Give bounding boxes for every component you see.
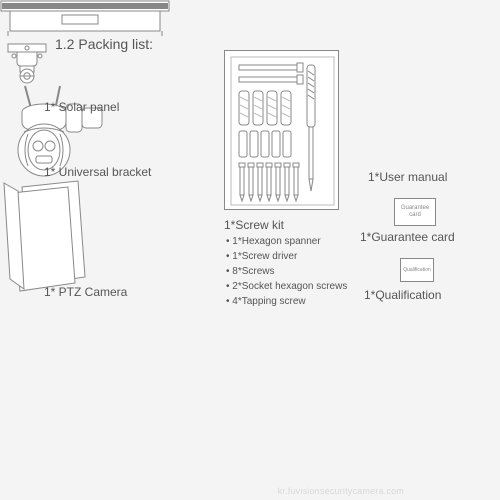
guarantee-card-illustration: Guarantee card <box>394 198 436 226</box>
guarantee-card-text: Guarantee card <box>395 205 435 218</box>
qualification-illustration: Qualification <box>400 258 434 282</box>
watermark-text: kr.fuvisionsecuritycamera.com <box>278 486 404 496</box>
qualification-label: 1*Qualification <box>364 288 441 302</box>
manual-illustration <box>0 179 90 294</box>
qualification-text: Qualification <box>403 267 431 273</box>
solar-panel-label: 1* Solar panel <box>44 100 119 114</box>
bracket-illustration <box>0 42 54 84</box>
packing-list-diagram: 1.2 Packing list: 1* Solar panel 1* Univ… <box>0 0 500 500</box>
screwkit-contents: • 1*Hexagon spanner • 1*Screw driver • 8… <box>226 234 347 309</box>
list-item: • 2*Socket hexagon screws <box>226 279 347 294</box>
section-title: 1.2 Packing list: <box>55 36 153 52</box>
guarantee-label: 1*Guarantee card <box>360 230 455 244</box>
list-item: • 8*Screws <box>226 264 347 279</box>
camera-label: 1* PTZ Camera <box>44 285 127 299</box>
list-item: • 4*Tapping screw <box>226 294 347 309</box>
screwkit-illustration <box>224 50 339 210</box>
list-item: • 1*Screw driver <box>226 249 347 264</box>
manual-label: 1*User manual <box>368 170 447 184</box>
bracket-label: 1* Universal bracket <box>44 165 151 179</box>
screwkit-label: 1*Screw kit <box>224 218 284 232</box>
list-item: • 1*Hexagon spanner <box>226 234 347 249</box>
